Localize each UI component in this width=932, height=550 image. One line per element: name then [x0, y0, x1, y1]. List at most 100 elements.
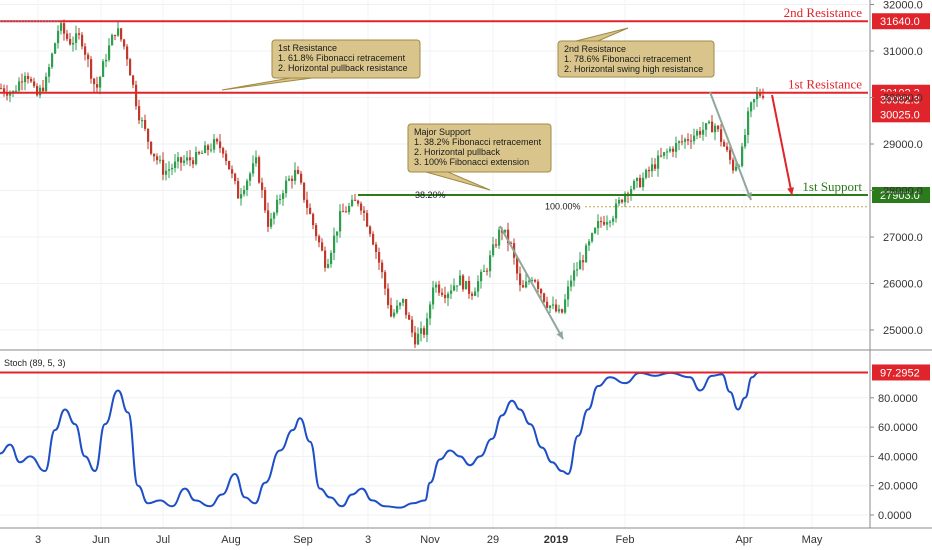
candle-body: [543, 293, 546, 302]
callout-line: 2nd Resistance: [564, 44, 626, 54]
level-badge-2: [872, 187, 930, 204]
candle-body: [756, 93, 759, 100]
candle-body: [222, 148, 225, 154]
candle-body: [357, 200, 360, 204]
candle-body: [456, 285, 459, 287]
candle-body: [504, 229, 507, 233]
price-tick-label: 30000.0: [883, 93, 923, 105]
candle-body: [42, 87, 45, 92]
candle-body: [84, 46, 87, 55]
candle-body: [168, 169, 171, 171]
candle-body: [612, 218, 615, 222]
candle-body: [708, 121, 711, 124]
candle-body: [207, 145, 210, 150]
candle-body: [330, 252, 333, 265]
candle-body: [618, 199, 621, 204]
candle-body: [432, 287, 435, 305]
candle-body: [657, 155, 660, 169]
candle-body: [654, 164, 657, 169]
candle-body: [24, 75, 27, 83]
callout-line: 1. 61.8% Fibonacci retracement: [278, 53, 406, 63]
candle-body: [102, 61, 105, 77]
level-label-2: 1st Support: [802, 179, 862, 194]
candle-body: [759, 93, 762, 96]
stochastic-panel: Stoch (89, 5, 3) 97.2952: [0, 358, 930, 509]
candle-body: [237, 181, 240, 199]
candle-body: [675, 143, 678, 152]
price-tick-label: 26000.0: [883, 279, 923, 291]
candle-body: [429, 304, 432, 319]
candle-body: [567, 286, 570, 300]
candle-body: [273, 212, 276, 219]
price-tick-label: 29000.0: [883, 139, 923, 151]
candle-body: [384, 272, 387, 289]
candle-body: [522, 285, 525, 288]
candle-body: [750, 102, 753, 112]
time-tick-label: 3: [35, 534, 41, 546]
fib-arrow-1-head: [556, 331, 563, 339]
candle-body: [249, 173, 252, 181]
candle-body: [372, 233, 375, 245]
candle-body: [72, 42, 75, 45]
stoch-tick-label: 40.0000: [878, 451, 918, 463]
stoch-tick-label: 20.0000: [878, 481, 918, 493]
candle-body: [120, 28, 123, 40]
level-badge-text-0: 31640.0: [880, 16, 920, 28]
price-badge-text-1: 30025.0: [880, 109, 920, 121]
level-badge-0: [872, 13, 930, 30]
time-tick-label: Nov: [420, 534, 440, 546]
candle-body: [153, 153, 156, 157]
candle-body: [306, 199, 309, 208]
candle-body: [468, 280, 471, 294]
candle-body: [252, 163, 255, 174]
candle-body: [681, 141, 684, 143]
level-label-1: 1st Resistance: [788, 77, 862, 92]
candle-body: [201, 152, 204, 154]
candle-body: [726, 146, 729, 151]
candle-body: [486, 270, 489, 272]
candle-body: [315, 225, 318, 237]
candle-body: [573, 270, 576, 281]
candle-body: [324, 250, 327, 268]
callout-box-2: [407, 123, 552, 173]
callout-line: 1. 38.2% Fibonacci retracement: [414, 137, 542, 147]
candle-body: [705, 123, 708, 130]
fib-label-1: 100.00%: [545, 202, 581, 212]
candle-body: [762, 95, 765, 98]
price-tick-label: 31000.0: [883, 46, 923, 58]
candle-body: [564, 299, 567, 313]
candle-body: [621, 199, 624, 203]
candle-body: [483, 270, 486, 272]
candle-body: [117, 28, 120, 36]
grid: [0, 0, 868, 528]
candle-body: [81, 34, 84, 47]
candle-body: [735, 166, 738, 171]
time-tick-label: Apr: [735, 534, 752, 546]
fib-label-0: 38.20%: [415, 190, 446, 200]
candle-body: [549, 305, 552, 308]
candle-body: [411, 319, 414, 333]
fib-arrow-2-head: [745, 192, 752, 200]
time-tick-label: Aug: [221, 534, 241, 546]
candle-body: [369, 226, 372, 234]
candle-body: [198, 152, 201, 154]
candle-body: [630, 189, 633, 196]
candle-body: [633, 181, 636, 190]
time-tick-label: Sep: [293, 534, 313, 546]
candle-body: [345, 211, 348, 213]
candle-body: [192, 160, 195, 165]
candle-body: [333, 235, 336, 253]
price-badge-1: [872, 106, 930, 123]
candle-body: [639, 177, 642, 188]
candle-body: [693, 135, 696, 142]
candle-body: [609, 221, 612, 223]
time-tick-label: May: [802, 534, 823, 546]
stoch-title: Stoch (89, 5, 3): [4, 358, 66, 368]
candle-body: [492, 244, 495, 256]
stoch-tick-label: 80.0000: [878, 393, 918, 405]
candle-body: [720, 129, 723, 142]
candle-body: [147, 128, 150, 142]
candle-body: [141, 120, 144, 122]
